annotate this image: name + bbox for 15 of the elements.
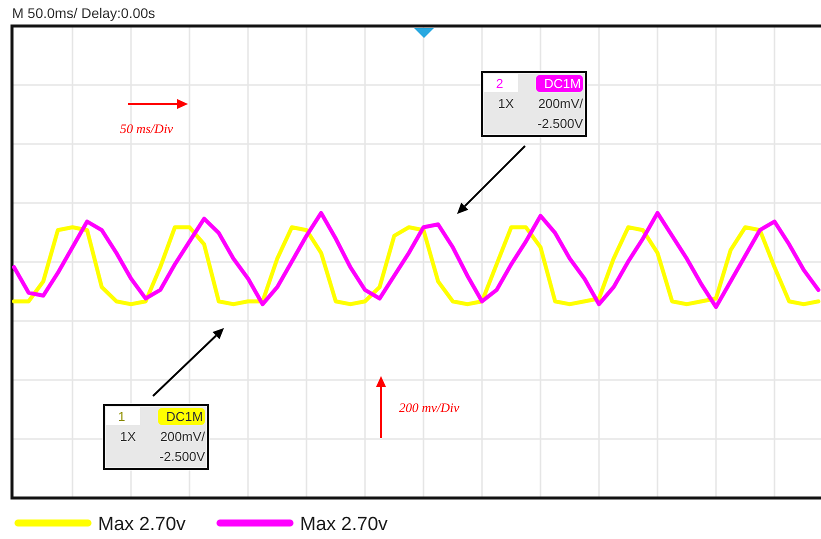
annotation: 200mV/	[160, 429, 206, 444]
legend-label: Max 2.70v	[98, 514, 186, 535]
annotation: 1X	[120, 429, 136, 444]
annotation: 200 mv/Div	[399, 400, 460, 415]
annotation: DC1M	[166, 409, 203, 424]
text: M 50.0ms/ Delay:0.00s	[12, 5, 156, 21]
text: 50 ms/Div	[120, 121, 174, 136]
text: DC1M	[544, 76, 581, 91]
annotation: -2.500V	[159, 449, 206, 464]
text: 200mV/	[538, 96, 584, 111]
text: 1X	[498, 96, 514, 111]
text: -2.500V	[537, 116, 584, 131]
legend-label: Max 2.70v	[300, 514, 388, 535]
text: 2	[496, 76, 504, 91]
annotation: 1	[118, 409, 126, 424]
